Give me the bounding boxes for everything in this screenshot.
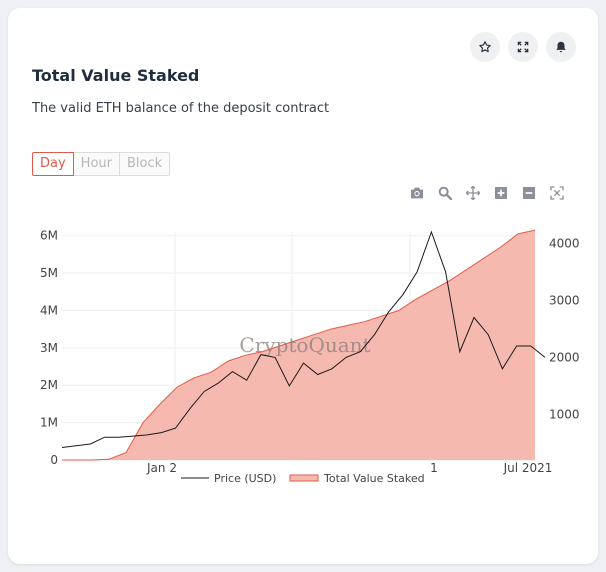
watermark: CryptoQuant [239,333,370,357]
pan-icon[interactable] [464,184,482,202]
zoom-icon[interactable] [436,184,454,202]
star-button[interactable] [470,32,500,62]
legend-staked-label[interactable]: Total Value Staked [323,472,425,485]
bell-button[interactable] [546,32,576,62]
right-tick-label: 3000 [549,293,580,307]
card-subtitle: The valid ETH balance of the deposit con… [32,101,330,116]
camera-icon[interactable] [408,184,426,202]
left-tick-label: 4M [40,303,58,317]
interval-selector: Day Hour Block [32,152,171,176]
left-tick-label: 1M [40,416,58,430]
legend-staked-swatch [289,474,319,482]
zoom-in-icon[interactable] [492,184,510,202]
legend-price-label[interactable]: Price (USD) [214,472,276,485]
star-icon [479,41,491,53]
right-tick-label: 1000 [549,407,580,421]
expand-icon [517,41,529,53]
right-tick-label: 2000 [549,350,580,364]
chart-modebar [408,184,566,202]
left-tick-label: 6M [40,229,58,243]
interval-day-button[interactable]: Day [32,152,74,176]
x-tick-label: Jul 2021 [503,461,553,475]
right-tick-label: 4000 [549,236,580,250]
expand-button[interactable] [508,32,538,62]
bell-icon [556,41,566,53]
total-value-staked-line [62,229,536,461]
left-tick-label: 0 [50,453,58,467]
autoscale-icon[interactable] [548,184,566,202]
left-tick-label: 3M [40,341,58,355]
left-tick-label: 5M [40,266,58,280]
x-tick-label: Jan 2 [146,461,177,475]
axis-ticks: 0 1M 2M 3M 4M 5M 6M 1000 2000 3000 4000 Jan 2 1 Jul 2… [40,229,580,475]
x-tick-label: 1 [430,461,438,475]
price-line [61,230,546,448]
card-title: Total Value Staked [32,66,200,85]
chart-legend: Price (USD) Total Value Staked [181,472,425,485]
zoom-out-icon[interactable] [520,184,538,202]
left-tick-label: 2M [40,378,58,392]
total-value-staked-area [62,230,535,460]
interval-block-button[interactable]: Block [119,152,171,176]
